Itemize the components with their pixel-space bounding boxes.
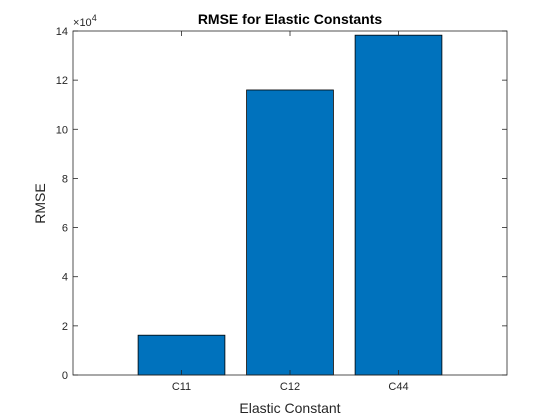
- y-tick-label: 4: [62, 272, 68, 284]
- x-tick-label-c44: C44: [388, 381, 408, 393]
- y-tick-label: 6: [62, 223, 68, 235]
- axes-box: [72, 30, 508, 376]
- plot-area: 0 2 4 6 8 10 12 14 C11 C12 C44: [56, 26, 508, 393]
- bar-c44: [354, 34, 443, 376]
- bar-c11: [137, 334, 226, 376]
- bar-c12: [246, 89, 334, 376]
- chart-title: RMSE for Elastic Constants: [198, 11, 383, 27]
- y-exponent-base: 10: [79, 17, 91, 29]
- y-tick-label: 0: [62, 370, 68, 382]
- y-tick-label: 8: [62, 173, 68, 185]
- y-axis-label: RMSE: [32, 183, 48, 223]
- x-tick-label-c11: C11: [172, 381, 191, 393]
- x-axis-label: Elastic Constant: [239, 400, 340, 416]
- y-axis-exponent: ×104: [73, 13, 97, 29]
- y-tick-label: 10: [56, 124, 68, 136]
- x-tick-label-c12: C12: [280, 381, 300, 393]
- y-tick-label: 2: [62, 321, 68, 333]
- y-exponent-power: 4: [92, 13, 97, 23]
- y-tick-label: 14: [56, 26, 68, 38]
- y-exponent-prefix: ×: [73, 17, 79, 29]
- y-tick-label: 12: [56, 75, 68, 87]
